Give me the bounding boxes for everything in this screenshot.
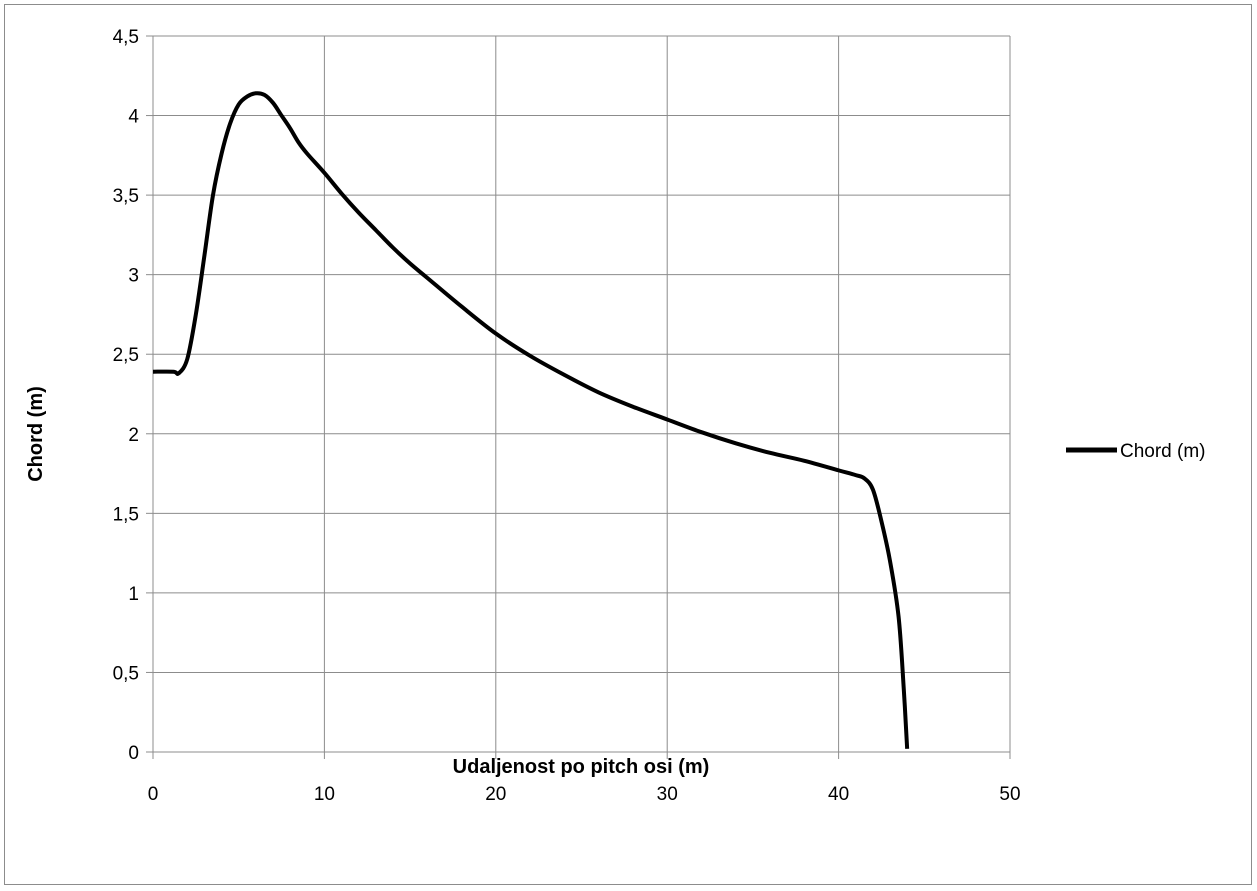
y-tick-label: 0 bbox=[128, 743, 139, 764]
legend: Chord (m) bbox=[1066, 441, 1206, 462]
series-group bbox=[152, 91, 910, 749]
series-line-chord bbox=[152, 91, 910, 749]
x-tick-label: 40 bbox=[828, 784, 849, 805]
x-tick-label: 20 bbox=[485, 784, 506, 805]
legend-label-chord: Chord (m) bbox=[1120, 441, 1206, 462]
y-tick-label: 1,5 bbox=[113, 504, 139, 525]
y-tick-label: 3 bbox=[128, 266, 139, 287]
grid-lines bbox=[153, 35, 1011, 752]
x-axis-title: Udaljenost po pitch osi (m) bbox=[453, 756, 710, 778]
y-tick-label: 0,5 bbox=[113, 663, 139, 684]
x-tick-label: 0 bbox=[148, 784, 159, 805]
x-tick-labels: 0 10 20 30 40 50 bbox=[148, 784, 1021, 805]
y-tick-label: 1 bbox=[128, 584, 139, 605]
y-tick-label: 2 bbox=[128, 425, 139, 446]
x-tick-label: 50 bbox=[999, 784, 1020, 805]
y-tick-labels: 0 0,5 1 1,5 2 2,5 3 3,5 4 4,5 bbox=[113, 27, 140, 764]
y-tick-label: 3,5 bbox=[113, 186, 139, 207]
y-tick-label: 2,5 bbox=[113, 345, 139, 366]
y-axis-title: Chord (m) bbox=[25, 386, 47, 482]
chart-frame bbox=[4, 4, 1252, 885]
y-tick-label: 4,5 bbox=[113, 27, 139, 48]
x-tick-label: 30 bbox=[657, 784, 678, 805]
y-tick-label: 4 bbox=[128, 107, 139, 128]
x-tick-label: 10 bbox=[314, 784, 335, 805]
axes bbox=[146, 35, 1011, 759]
